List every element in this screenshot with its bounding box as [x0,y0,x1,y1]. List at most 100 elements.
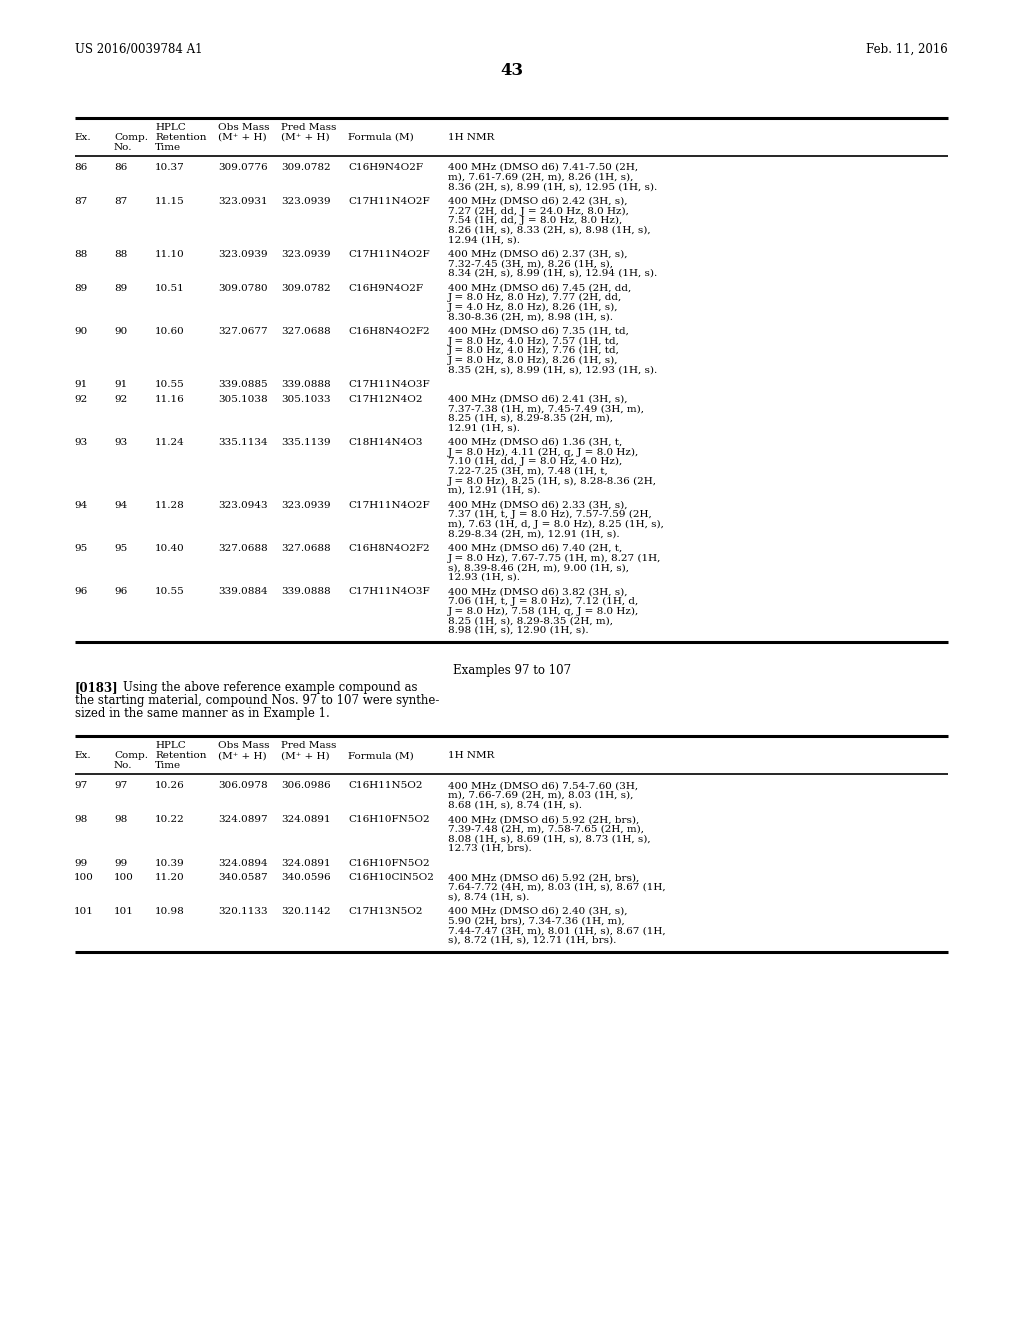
Text: Time: Time [155,762,181,771]
Text: Time: Time [155,143,181,152]
Text: 10.55: 10.55 [155,380,184,389]
Text: No.: No. [114,143,132,152]
Text: (M⁺ + H): (M⁺ + H) [218,133,266,143]
Text: 94: 94 [114,500,127,510]
Text: Using the above reference example compound as: Using the above reference example compou… [123,681,418,694]
Text: (M⁺ + H): (M⁺ + H) [281,133,330,143]
Text: 10.40: 10.40 [155,544,184,553]
Text: C16H9N4O2F: C16H9N4O2F [348,284,423,293]
Text: 10.26: 10.26 [155,781,184,791]
Text: 98: 98 [74,816,87,824]
Text: 87: 87 [114,197,127,206]
Text: HPLC: HPLC [155,123,185,132]
Text: 8.25 (1H, s), 8.29-8.35 (2H, m),: 8.25 (1H, s), 8.29-8.35 (2H, m), [449,616,613,626]
Text: 101: 101 [114,907,134,916]
Text: 5.90 (2H, brs), 7.34-7.36 (1H, m),: 5.90 (2H, brs), 7.34-7.36 (1H, m), [449,916,625,925]
Text: 8.30-8.36 (2H, m), 8.98 (1H, s).: 8.30-8.36 (2H, m), 8.98 (1H, s). [449,313,613,321]
Text: 400 MHz (DMSO d6) 2.33 (3H, s),: 400 MHz (DMSO d6) 2.33 (3H, s), [449,500,628,510]
Text: 8.26 (1H, s), 8.33 (2H, s), 8.98 (1H, s),: 8.26 (1H, s), 8.33 (2H, s), 8.98 (1H, s)… [449,226,650,235]
Text: m), 12.91 (1H, s).: m), 12.91 (1H, s). [449,486,541,495]
Text: 305.1038: 305.1038 [218,395,267,404]
Text: 87: 87 [74,197,87,206]
Text: 1H NMR: 1H NMR [449,133,495,143]
Text: 324.0891: 324.0891 [281,816,331,824]
Text: 8.29-8.34 (2H, m), 12.91 (1H, s).: 8.29-8.34 (2H, m), 12.91 (1H, s). [449,529,620,539]
Text: 400 MHz (DMSO d6) 5.92 (2H, brs),: 400 MHz (DMSO d6) 5.92 (2H, brs), [449,874,639,882]
Text: J = 8.0 Hz, 8.0 Hz), 7.77 (2H, dd,: J = 8.0 Hz, 8.0 Hz), 7.77 (2H, dd, [449,293,623,302]
Text: sized in the same manner as in Example 1.: sized in the same manner as in Example 1… [75,708,330,721]
Text: 88: 88 [114,249,127,259]
Text: 95: 95 [114,544,127,553]
Text: s), 8.39-8.46 (2H, m), 9.00 (1H, s),: s), 8.39-8.46 (2H, m), 9.00 (1H, s), [449,564,629,572]
Text: C16H10ClN5O2: C16H10ClN5O2 [348,874,434,882]
Text: s), 8.72 (1H, s), 12.71 (1H, brs).: s), 8.72 (1H, s), 12.71 (1H, brs). [449,936,616,945]
Text: 11.20: 11.20 [155,874,184,882]
Text: 10.39: 10.39 [155,858,184,867]
Text: 7.32-7.45 (3H, m), 8.26 (1H, s),: 7.32-7.45 (3H, m), 8.26 (1H, s), [449,260,613,268]
Text: 8.35 (2H, s), 8.99 (1H, s), 12.93 (1H, s).: 8.35 (2H, s), 8.99 (1H, s), 12.93 (1H, s… [449,366,657,375]
Text: 340.0587: 340.0587 [218,874,267,882]
Text: 339.0885: 339.0885 [218,380,267,389]
Text: 400 MHz (DMSO d6) 5.92 (2H, brs),: 400 MHz (DMSO d6) 5.92 (2H, brs), [449,816,639,824]
Text: 11.10: 11.10 [155,249,184,259]
Text: 8.34 (2H, s), 8.99 (1H, s), 12.94 (1H, s).: 8.34 (2H, s), 8.99 (1H, s), 12.94 (1H, s… [449,269,657,279]
Text: 306.0978: 306.0978 [218,781,267,791]
Text: 7.27 (2H, dd, J = 24.0 Hz, 8.0 Hz),: 7.27 (2H, dd, J = 24.0 Hz, 8.0 Hz), [449,206,629,215]
Text: J = 4.0 Hz, 8.0 Hz), 8.26 (1H, s),: J = 4.0 Hz, 8.0 Hz), 8.26 (1H, s), [449,302,618,312]
Text: 400 MHz (DMSO d6) 7.41-7.50 (2H,: 400 MHz (DMSO d6) 7.41-7.50 (2H, [449,162,638,172]
Text: 11.16: 11.16 [155,395,184,404]
Text: J = 8.0 Hz), 8.25 (1H, s), 8.28-8.36 (2H,: J = 8.0 Hz), 8.25 (1H, s), 8.28-8.36 (2H… [449,477,657,486]
Text: HPLC: HPLC [155,742,185,750]
Text: 90: 90 [74,327,87,337]
Text: [0183]: [0183] [75,681,119,694]
Text: 86: 86 [74,162,87,172]
Text: Obs Mass: Obs Mass [218,123,269,132]
Text: 10.51: 10.51 [155,284,184,293]
Text: 400 MHz (DMSO d6) 2.41 (3H, s),: 400 MHz (DMSO d6) 2.41 (3H, s), [449,395,628,404]
Text: 43: 43 [501,62,523,79]
Text: C16H9N4O2F: C16H9N4O2F [348,162,423,172]
Text: 335.1134: 335.1134 [218,438,267,447]
Text: US 2016/0039784 A1: US 2016/0039784 A1 [75,44,203,55]
Text: Formula (M): Formula (M) [348,133,414,143]
Text: 10.22: 10.22 [155,816,184,824]
Text: 324.0894: 324.0894 [218,858,267,867]
Text: Ex.: Ex. [74,133,91,143]
Text: C17H12N4O2: C17H12N4O2 [348,395,423,404]
Text: 11.15: 11.15 [155,197,184,206]
Text: 324.0891: 324.0891 [281,858,331,867]
Text: 95: 95 [74,544,87,553]
Text: 101: 101 [74,907,94,916]
Text: 96: 96 [74,587,87,597]
Text: 10.37: 10.37 [155,162,184,172]
Text: s), 8.74 (1H, s).: s), 8.74 (1H, s). [449,892,529,902]
Text: 7.06 (1H, t, J = 8.0 Hz), 7.12 (1H, d,: 7.06 (1H, t, J = 8.0 Hz), 7.12 (1H, d, [449,597,638,606]
Text: Pred Mass: Pred Mass [281,742,336,750]
Text: 8.98 (1H, s), 12.90 (1H, s).: 8.98 (1H, s), 12.90 (1H, s). [449,626,589,635]
Text: Obs Mass: Obs Mass [218,742,269,750]
Text: 320.1133: 320.1133 [218,907,267,916]
Text: 96: 96 [114,587,127,597]
Text: 400 MHz (DMSO d6) 7.35 (1H, td,: 400 MHz (DMSO d6) 7.35 (1H, td, [449,327,629,337]
Text: 323.0931: 323.0931 [218,197,267,206]
Text: 89: 89 [74,284,87,293]
Text: m), 7.63 (1H, d, J = 8.0 Hz), 8.25 (1H, s),: m), 7.63 (1H, d, J = 8.0 Hz), 8.25 (1H, … [449,520,664,529]
Text: C17H11N4O2F: C17H11N4O2F [348,500,430,510]
Text: 400 MHz (DMSO d6) 7.40 (2H, t,: 400 MHz (DMSO d6) 7.40 (2H, t, [449,544,623,553]
Text: C17H11N4O2F: C17H11N4O2F [348,249,430,259]
Text: 400 MHz (DMSO d6) 3.82 (3H, s),: 400 MHz (DMSO d6) 3.82 (3H, s), [449,587,628,597]
Text: m), 7.61-7.69 (2H, m), 8.26 (1H, s),: m), 7.61-7.69 (2H, m), 8.26 (1H, s), [449,173,634,182]
Text: 400 MHz (DMSO d6) 1.36 (3H, t,: 400 MHz (DMSO d6) 1.36 (3H, t, [449,438,623,447]
Text: 339.0888: 339.0888 [281,380,331,389]
Text: 94: 94 [74,500,87,510]
Text: No.: No. [114,762,132,771]
Text: C16H8N4O2F2: C16H8N4O2F2 [348,544,430,553]
Text: 323.0943: 323.0943 [218,500,267,510]
Text: 309.0780: 309.0780 [218,284,267,293]
Text: (M⁺ + H): (M⁺ + H) [218,751,266,760]
Text: J = 8.0 Hz, 8.0 Hz), 8.26 (1H, s),: J = 8.0 Hz, 8.0 Hz), 8.26 (1H, s), [449,356,618,364]
Text: 327.0688: 327.0688 [281,327,331,337]
Text: 99: 99 [74,858,87,867]
Text: 7.37-7.38 (1H, m), 7.45-7.49 (3H, m),: 7.37-7.38 (1H, m), 7.45-7.49 (3H, m), [449,404,644,413]
Text: 327.0677: 327.0677 [218,327,267,337]
